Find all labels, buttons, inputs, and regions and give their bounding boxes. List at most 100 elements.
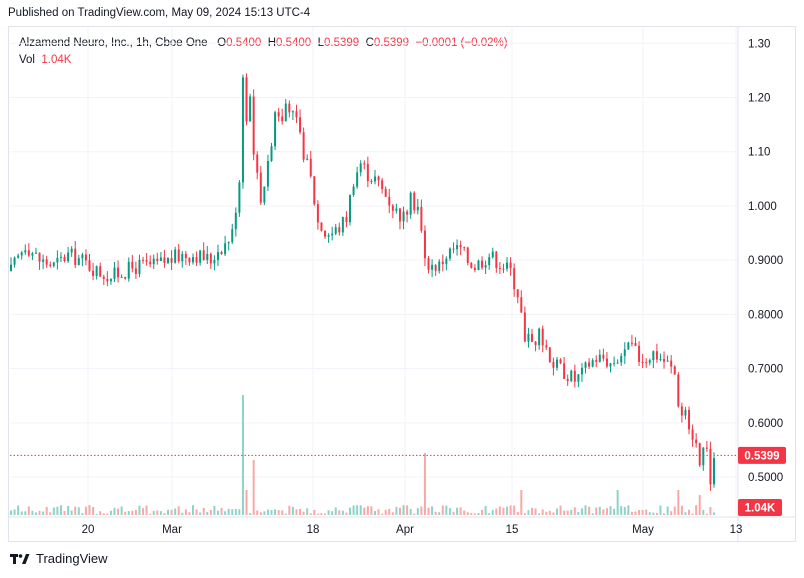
x-tick-label: 18 xyxy=(307,524,320,536)
volume-bar xyxy=(452,511,455,515)
volume-bar xyxy=(398,507,401,515)
volume-bar xyxy=(88,505,91,515)
volume-bar xyxy=(338,510,341,515)
volume-bar xyxy=(363,507,366,515)
candle-body xyxy=(495,251,498,269)
volume-bar xyxy=(92,506,95,515)
candle-body xyxy=(552,361,555,368)
volume-label: Vol xyxy=(19,54,35,66)
candle-body xyxy=(638,345,641,362)
candle-body xyxy=(666,360,669,362)
candle-body xyxy=(506,262,509,269)
candle-body xyxy=(145,260,148,262)
volume-bar xyxy=(184,509,187,515)
volume-bar xyxy=(705,513,708,515)
candle-body xyxy=(313,176,316,205)
candle-body xyxy=(24,250,27,253)
candle-body xyxy=(423,230,426,259)
candle-body xyxy=(74,248,77,265)
volume-bar xyxy=(241,395,244,515)
candle-body xyxy=(170,258,173,263)
volume-bar xyxy=(602,509,605,515)
volume-bar xyxy=(284,513,287,515)
candle-body xyxy=(134,268,137,274)
volume-bar xyxy=(531,507,534,515)
volume-bar xyxy=(117,508,120,515)
candle-body xyxy=(613,362,616,364)
candle-body xyxy=(691,429,694,440)
candle-body xyxy=(227,242,230,244)
candle-body xyxy=(491,251,494,258)
candle-body xyxy=(713,458,715,485)
candle-body xyxy=(705,447,708,449)
candle-body xyxy=(191,257,194,263)
volume-bar xyxy=(441,505,444,515)
volume-bar xyxy=(488,513,491,515)
volume-bar xyxy=(170,509,173,515)
candle-body xyxy=(484,265,487,268)
candle-body xyxy=(345,217,348,223)
volume-bar xyxy=(648,512,651,515)
candle-body xyxy=(448,248,451,259)
volume-bar xyxy=(477,512,480,515)
candle-body xyxy=(67,252,70,262)
candle-body xyxy=(466,247,469,263)
volume-bar xyxy=(559,505,562,515)
volume-bar xyxy=(684,512,687,515)
volume-bar xyxy=(580,508,583,515)
volume-bar xyxy=(484,505,487,515)
candle-body xyxy=(366,164,369,181)
volume-bar xyxy=(588,506,591,515)
volume-bar xyxy=(677,490,680,515)
volume-bar xyxy=(541,509,544,515)
volume-bar xyxy=(634,511,637,515)
candle-body xyxy=(20,252,23,256)
volume-bar xyxy=(377,509,380,515)
candle-body xyxy=(266,161,269,187)
candle-body xyxy=(695,439,698,444)
candle-body xyxy=(431,265,434,270)
volume-bar xyxy=(45,506,48,515)
candle-body xyxy=(27,250,30,256)
volume-bar xyxy=(113,507,116,515)
volume-bar xyxy=(506,506,509,515)
volume-bar xyxy=(24,511,27,515)
volume-bar xyxy=(605,508,608,515)
footer-brand[interactable]: TradingView xyxy=(10,551,108,566)
candle-body xyxy=(677,374,680,407)
candle-body xyxy=(523,312,526,342)
candle-body xyxy=(580,367,583,375)
candle-body xyxy=(38,252,41,262)
volume-bar xyxy=(584,505,587,515)
candle-body xyxy=(45,259,48,265)
volume-bar xyxy=(256,510,259,515)
candle-body xyxy=(124,276,127,279)
candle-body xyxy=(620,356,623,363)
volume-bar xyxy=(42,511,45,515)
candle-body xyxy=(509,262,512,269)
candle-body xyxy=(138,259,141,274)
volume-bar xyxy=(620,505,623,515)
volume-bar xyxy=(74,506,77,515)
candle-body xyxy=(434,265,437,271)
candle-body xyxy=(609,363,612,367)
candle-body xyxy=(209,253,212,264)
candle-body xyxy=(598,354,601,362)
volume-bars xyxy=(10,395,715,515)
volume-bar xyxy=(509,505,512,515)
candle-body xyxy=(56,257,59,263)
volume-bar xyxy=(698,495,701,515)
x-tick-label: Apr xyxy=(396,524,414,536)
candle-body xyxy=(159,257,162,261)
candle-body xyxy=(456,245,459,250)
candle-body xyxy=(473,267,476,271)
volume-bar xyxy=(102,513,105,515)
candle-body xyxy=(602,354,605,359)
volume-bar xyxy=(277,510,280,515)
candle-body xyxy=(199,250,202,263)
candle-body xyxy=(184,253,187,259)
volume-bar xyxy=(181,512,184,515)
y-tick-label: 1.10 xyxy=(748,147,770,159)
volume-badge-text: 1.04K xyxy=(745,503,776,515)
